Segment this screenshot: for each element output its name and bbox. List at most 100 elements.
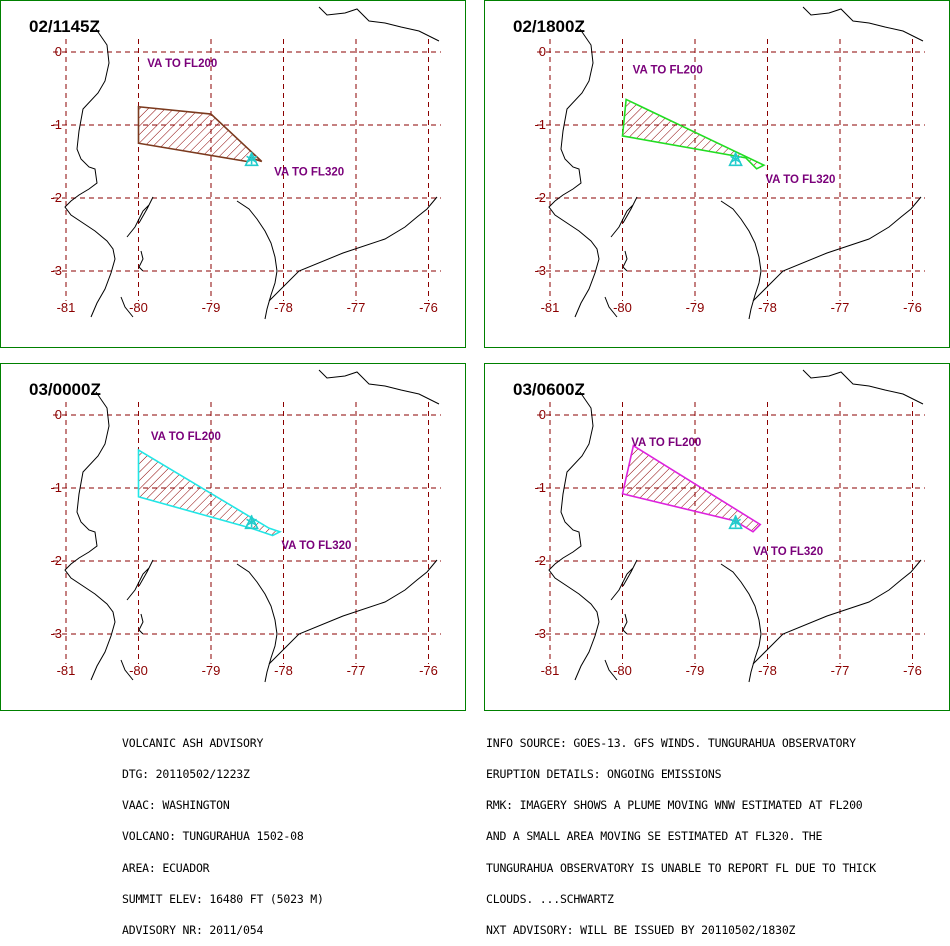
lat-tick-label: -3 (534, 626, 546, 641)
coastline-segment (318, 369, 440, 405)
panel-3-time: 03/0000Z (29, 380, 101, 399)
lon-tick-label: -78 (274, 300, 293, 315)
remark-line: CLOUDS. ...SCHWARTZ (486, 891, 614, 906)
lat-tick-label: -2 (534, 190, 546, 205)
lon-tick-label: -81 (541, 663, 560, 678)
lon-tick-label: -81 (541, 300, 560, 315)
coastline-segment (752, 559, 922, 665)
lon-tick-label: -78 (758, 663, 777, 678)
lat-tick-label: 0 (55, 407, 62, 422)
coastline-segment (802, 369, 924, 405)
lon-tick-label: -77 (831, 663, 850, 678)
lon-tick-label: -76 (419, 663, 438, 678)
flight-level-label: VA TO FL200 (151, 431, 221, 443)
coastline-segment (236, 563, 278, 683)
lon-tick-label: -77 (347, 300, 366, 315)
coastline-segment (64, 391, 116, 681)
flight-level-label: VA TO FL320 (753, 546, 823, 558)
coastline-segment (548, 391, 600, 681)
ash-cloud-polygon (621, 444, 762, 533)
lat-tick-label: -3 (534, 263, 546, 278)
remark-line: RMK: IMAGERY SHOWS A PLUME MOVING WNW ES… (486, 798, 863, 813)
flight-level-label: VA TO FL320 (765, 174, 835, 186)
map-canvas-1: -81 -80 -79 -78 -77 -76 0 -1 -2 -3 VA TO FL200 VA T… (50, 6, 441, 320)
map-panel-4: 03/0600Z -81 -80 -79 -78 -77 -76 0 -1 -2 -3 VA TO … (484, 363, 950, 711)
flight-level-label: VA TO FL320 (274, 167, 344, 179)
coastline-segment (752, 196, 922, 302)
remark-line: ERUPTION DETAILS: ONGOING EMISSIONS (486, 767, 722, 782)
map-canvas-4: -81 -80 -79 -78 -77 -76 0 -1 -2 -3 VA TO FL200 VA T… (534, 369, 925, 683)
coastline-segment (138, 250, 144, 272)
volcano-marker-icon (728, 514, 743, 530)
lat-tick-label: -1 (50, 117, 62, 132)
lat-tick-label: -2 (50, 553, 62, 568)
coastline-segment (548, 28, 600, 318)
coastline-segment (720, 563, 762, 683)
coastline-segment (236, 200, 278, 320)
advisory-header-text: VOLCANIC ASH ADVISORY DTG: 20110502/1223… (122, 717, 324, 946)
coastline-segment (138, 613, 144, 635)
coastline-segment (622, 250, 628, 272)
advisory-line: VOLCANIC ASH ADVISORY (122, 735, 264, 750)
coastline-segment (126, 196, 154, 238)
lon-tick-label: -76 (903, 300, 922, 315)
remark-line: AND A SMALL AREA MOVING SE ESTIMATED AT … (486, 829, 823, 844)
lat-tick-label: -1 (534, 480, 546, 495)
flight-level-label: VA TO FL320 (281, 540, 351, 552)
volcano-triangle (244, 514, 259, 530)
coastline-segment (610, 559, 638, 601)
coordinate-grid (537, 402, 925, 664)
coastline-segment (268, 559, 438, 665)
lon-tick-label: -78 (758, 300, 777, 315)
panel-1-time: 02/1145Z (29, 17, 100, 36)
coastline-segment (622, 613, 628, 635)
volcano-triangle (728, 514, 743, 530)
advisory-line: ADVISORY NR: 2011/054 (122, 923, 264, 938)
lon-tick-label: -80 (129, 663, 148, 678)
lat-tick-label: -2 (50, 190, 62, 205)
coastline-segment (604, 659, 618, 681)
lon-tick-label: -78 (274, 663, 293, 678)
coastline-segment (720, 200, 762, 320)
coastline-segment (604, 296, 618, 318)
advisory-line: VOLCANO: TUNGURAHUA 1502-08 (122, 829, 304, 844)
lat-tick-label: -1 (50, 480, 62, 495)
map-canvas-3: -81 -80 -79 -78 -77 -76 0 -1 -2 -3 VA TO FL200 VA T… (50, 369, 441, 683)
advisory-remarks-text: INFO SOURCE: GOES-13. GFS WINDS. TUNGURA… (486, 717, 876, 946)
lon-tick-label: -80 (613, 663, 632, 678)
panel-4-time: 03/0600Z (513, 380, 585, 399)
coastline-segment (120, 659, 134, 681)
coastline (548, 369, 924, 683)
flight-level-label: VA TO FL200 (147, 58, 217, 70)
coastline-segment (268, 196, 438, 302)
flight-level-label: VA TO FL200 (631, 437, 701, 449)
lat-tick-label: 0 (539, 44, 546, 59)
coastline (64, 6, 440, 320)
lon-tick-label: -79 (202, 300, 221, 315)
advisory-line: DTG: 20110502/1223Z (122, 767, 250, 782)
advisory-line: SUMMIT ELEV: 16480 FT (5023 M) (122, 891, 324, 906)
lon-tick-label: -79 (202, 663, 221, 678)
lon-tick-label: -76 (903, 663, 922, 678)
lat-tick-label: -2 (534, 553, 546, 568)
volcano-triangle (728, 151, 743, 167)
coordinate-grid (537, 39, 925, 301)
lon-tick-label: -80 (613, 300, 632, 315)
advisory-line: AREA: ECUADOR (122, 860, 210, 875)
volcano-triangle (244, 151, 259, 167)
volcano-marker-icon (728, 151, 743, 167)
ash-cloud-polygon (137, 105, 263, 163)
volcano-marker-icon (244, 151, 259, 167)
coordinate-grid (53, 402, 441, 664)
coastline-segment (64, 28, 116, 318)
remark-line: TUNGURAHUA OBSERVATORY IS UNABLE TO REPO… (486, 860, 876, 875)
lon-tick-label: -81 (57, 300, 76, 315)
panel-2-time: 02/1800Z (513, 17, 585, 36)
coastline-segment (120, 296, 134, 318)
flight-level-label: VA TO FL200 (633, 65, 703, 77)
map-panel-1: 02/1145Z -81 -80 -79 -78 -77 -76 0 -1 -2 -3 VA TO … (0, 0, 466, 348)
remark-line: NXT ADVISORY: WILL BE ISSUED BY 20110502… (486, 923, 796, 938)
advisory-line: VAAC: WASHINGTON (122, 798, 230, 813)
coastline-segment (318, 6, 440, 42)
lon-tick-label: -77 (347, 663, 366, 678)
